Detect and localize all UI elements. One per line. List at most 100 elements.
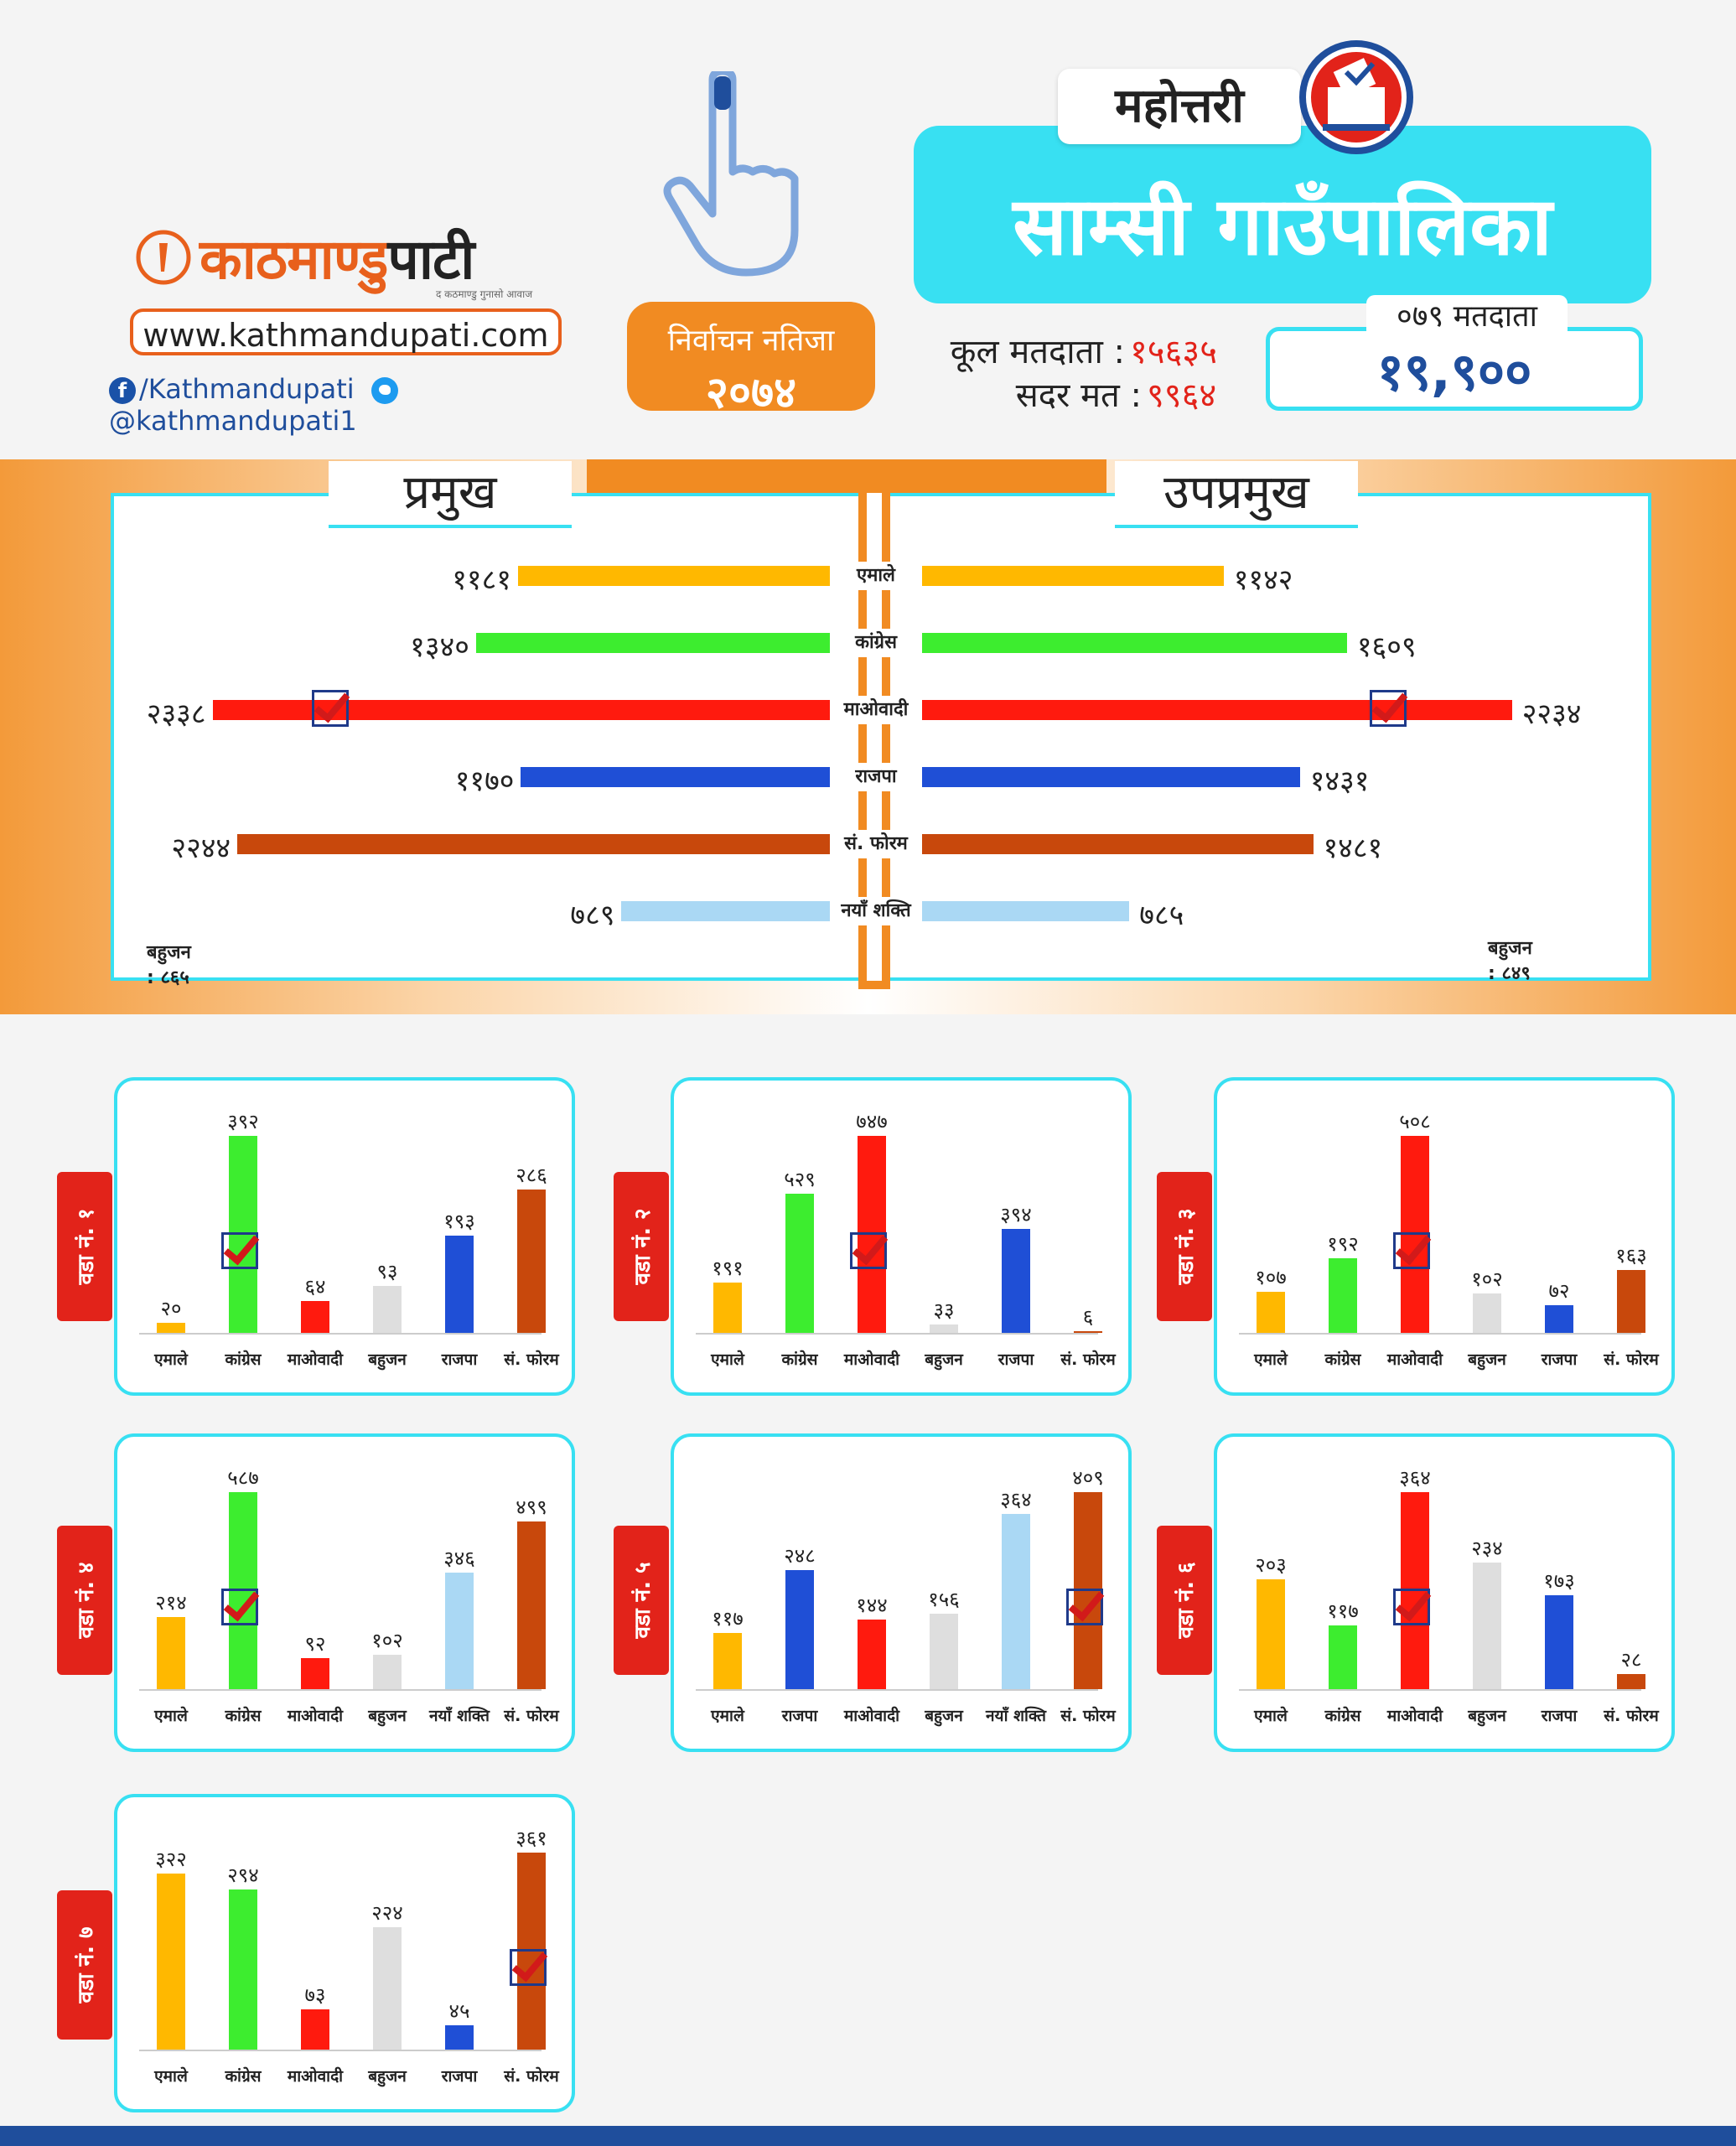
ward-bar bbox=[1002, 1229, 1030, 1333]
deputy-heading: उपप्रमुख bbox=[1115, 461, 1358, 528]
ward-bar bbox=[1473, 1562, 1501, 1689]
ward-baseline bbox=[696, 1689, 1098, 1691]
ward-winner-check-icon bbox=[510, 1949, 547, 1986]
ward-category-label: कांग्रेस bbox=[781, 1350, 818, 1369]
ward-value-label: ३६४ bbox=[1000, 1487, 1032, 1511]
ward-title: वडा नं. ५ bbox=[630, 1562, 656, 1639]
ward-value-label: ६४ bbox=[304, 1274, 326, 1298]
ward-category-label: माओवादी bbox=[287, 1350, 344, 1369]
total-voters-value: १५६३५ bbox=[1130, 333, 1217, 371]
deputy-value-label: ७८५ bbox=[1139, 899, 1184, 932]
ward-category-label: कांग्रेस bbox=[225, 1350, 262, 1369]
ward-bar bbox=[1329, 1625, 1357, 1689]
valid-votes-label: सदर मत : bbox=[1015, 376, 1142, 415]
total-voters-label: कूल मतदाता : bbox=[950, 333, 1125, 371]
ward-value-label: ५०८ bbox=[1399, 1110, 1431, 1133]
ward-category-label: सं. फोरम bbox=[1060, 1707, 1116, 1725]
mayor-bar bbox=[212, 700, 830, 720]
ward-category-label: एमाले bbox=[154, 2067, 188, 2086]
ward-value-label: ९२ bbox=[304, 1632, 326, 1656]
mayor-bar bbox=[621, 901, 830, 921]
election-result-badge: निर्वाचन नतिजा २०७४ bbox=[627, 302, 875, 418]
ward-bar bbox=[445, 1236, 474, 1333]
ward-value-label: १९२ bbox=[1327, 1232, 1359, 1257]
ward-value-label: ७४७ bbox=[856, 1110, 888, 1133]
ward-category-label: कांग्रेस bbox=[1324, 1707, 1361, 1725]
ward-category-label: बहुजन bbox=[925, 1350, 963, 1369]
ward-value-label: २८६ bbox=[516, 1163, 547, 1187]
ward-category-label: माओवादी bbox=[1386, 1707, 1443, 1725]
ward-value-label: ४०९ bbox=[1072, 1466, 1104, 1490]
new-voters-value: १९,९०० bbox=[1376, 341, 1532, 402]
ward-value-label: २८ bbox=[1620, 1647, 1642, 1672]
ward-bar bbox=[1617, 1673, 1645, 1689]
ward-bar bbox=[445, 1573, 474, 1689]
ward-value-label: १७३ bbox=[1543, 1569, 1575, 1594]
ward-value-label: ७३ bbox=[304, 1983, 326, 2008]
ward-bar bbox=[1002, 1513, 1030, 1689]
ward-baseline bbox=[139, 1689, 542, 1691]
ward-value-label: १०२ bbox=[371, 1629, 403, 1653]
ward-winner-check-icon bbox=[1393, 1589, 1430, 1625]
ward-title: वडा नं. ७ bbox=[74, 1926, 99, 2003]
party-label: एमाले bbox=[834, 562, 918, 590]
ward-title: वडा नं. ३ bbox=[1174, 1208, 1199, 1285]
ward-bar bbox=[713, 1632, 742, 1689]
ward-category-label: राजपा bbox=[441, 1350, 478, 1369]
ward-tab-1: वडा नं. १ bbox=[57, 1172, 112, 1321]
ward-category-label: राजपा bbox=[1541, 1707, 1578, 1725]
party-label: राजपा bbox=[834, 763, 918, 791]
deputy-bar bbox=[922, 767, 1300, 787]
ward-value-label: २१४ bbox=[155, 1591, 187, 1615]
ward-bar bbox=[785, 1569, 814, 1689]
mayor-note: बहुजन : ८६५ bbox=[147, 942, 191, 988]
ward-winner-check-icon bbox=[221, 1232, 258, 1269]
deputy-bar bbox=[922, 901, 1130, 921]
ward-value-label: २४८ bbox=[784, 1543, 816, 1568]
ward-category-label: एमाले bbox=[711, 1350, 744, 1369]
website-link[interactable]: www.kathmandupati.com bbox=[130, 308, 562, 355]
ward-category-label: राजपा bbox=[441, 2067, 478, 2086]
ward-value-label: ७२ bbox=[1548, 1278, 1570, 1303]
ward-bar bbox=[157, 1323, 185, 1333]
mayor-heading: प्रमुख bbox=[329, 461, 572, 528]
ward-tab-3: वडा नं. ३ bbox=[1157, 1172, 1212, 1321]
deputy-value-label: २२३४ bbox=[1521, 697, 1582, 731]
ward-bar bbox=[930, 1324, 958, 1333]
new-voters-label: ०७९ मतदाता bbox=[1366, 295, 1568, 339]
ward-value-label: ६ bbox=[1082, 1305, 1094, 1329]
ward-value-label: २३४ bbox=[1471, 1536, 1503, 1560]
ward-category-label: सं. फोरम bbox=[504, 1707, 559, 1725]
party-label: सं. फोरम bbox=[834, 830, 918, 858]
facebook-handle[interactable]: /Kathmandupati bbox=[139, 373, 355, 405]
ward-value-label: १४४ bbox=[856, 1594, 888, 1618]
social-links: f/Kathmandupati@kathmandupati1 bbox=[109, 373, 629, 437]
ward-chart-7 bbox=[114, 1794, 575, 2112]
deputy-bar bbox=[922, 700, 1512, 720]
ward-category-label: एमाले bbox=[1254, 1350, 1288, 1369]
mayor-value-label: २२४४ bbox=[171, 832, 231, 865]
party-label: कांग्रेस bbox=[834, 629, 918, 657]
ward-category-label: माओवादी bbox=[287, 2067, 344, 2086]
ward-value-label: २० bbox=[160, 1297, 182, 1320]
ward-value-label: १९३ bbox=[443, 1210, 475, 1234]
ward-tab-5: वडा नं. ५ bbox=[614, 1526, 669, 1675]
ward-bar bbox=[1473, 1293, 1501, 1333]
ward-winner-check-icon bbox=[850, 1232, 887, 1269]
deputy-value-label: १६०९ bbox=[1356, 630, 1417, 664]
deputy-bar bbox=[922, 633, 1347, 653]
ward-category-label: एमाले bbox=[711, 1707, 744, 1725]
twitter-handle[interactable]: @kathmandupati1 bbox=[109, 405, 357, 437]
ward-bar bbox=[229, 1889, 257, 2050]
deputy-bar bbox=[922, 566, 1224, 586]
ward-bar bbox=[445, 2024, 474, 2050]
deputy-value-label: १४३१ bbox=[1309, 765, 1370, 798]
ward-title: वडा नं. १ bbox=[74, 1208, 99, 1285]
ward-category-label: एमाले bbox=[154, 1350, 188, 1369]
ward-value-label: १०२ bbox=[1471, 1267, 1503, 1291]
ward-value-label: १९१ bbox=[712, 1256, 744, 1280]
ward-bar bbox=[373, 1655, 402, 1689]
ward-category-label: बहुजन bbox=[368, 1707, 407, 1725]
party-label: माओवादी bbox=[834, 696, 918, 724]
ward-category-label: बहुजन bbox=[368, 1350, 407, 1369]
